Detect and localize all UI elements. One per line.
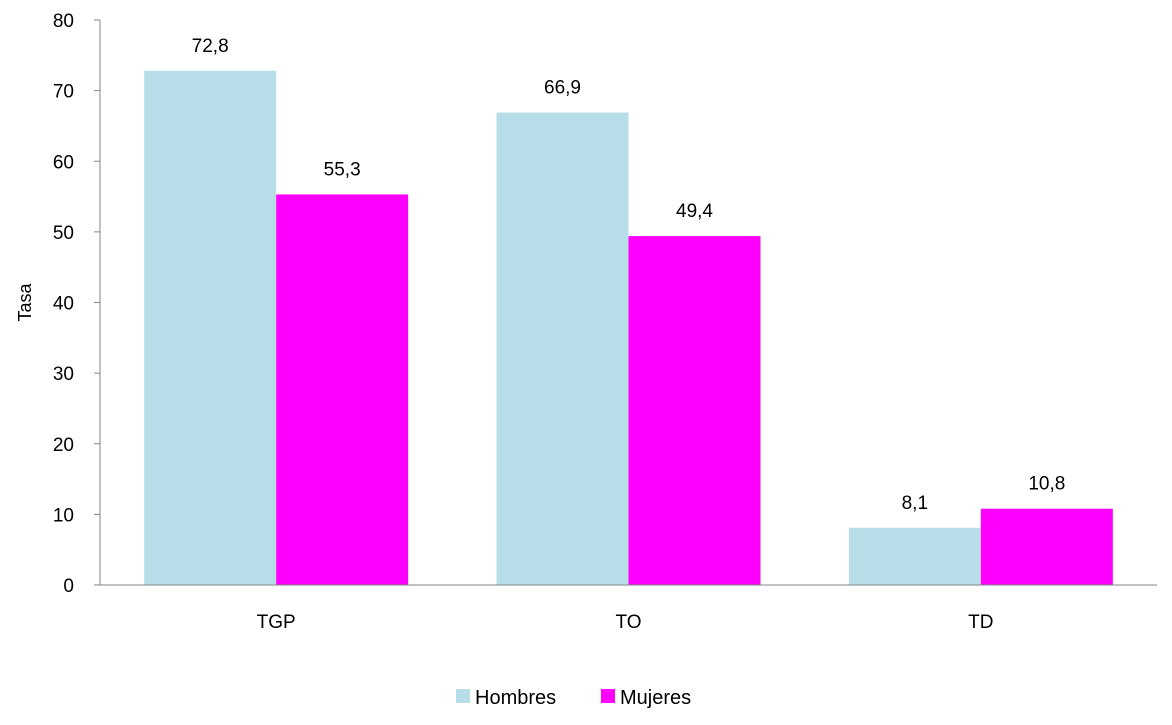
legend-swatch-mujeres — [601, 689, 615, 703]
bar-hombres-to — [496, 112, 629, 586]
bar-mujeres-td — [980, 508, 1113, 585]
category-labels: TGP TO TD — [257, 612, 994, 633]
y-tick-label: 70 — [53, 82, 74, 103]
data-labels: 72,8 55,3 66,9 49,4 8,1 10,8 — [192, 36, 1066, 514]
data-label: 55,3 — [324, 159, 361, 180]
data-label: 10,8 — [1028, 474, 1065, 495]
bar-hombres-td — [848, 527, 981, 585]
y-tick-label: 10 — [53, 505, 74, 526]
data-label: 66,9 — [544, 78, 581, 99]
y-tick-label: 40 — [53, 294, 74, 315]
y-tick-label: 60 — [53, 152, 74, 173]
legend-swatch-hombres — [456, 689, 470, 703]
bar-hombres-tgp — [144, 70, 277, 586]
y-tick-label: 0 — [63, 576, 74, 597]
x-category-label: TGP — [257, 612, 296, 633]
bar-mujeres-tgp — [276, 194, 409, 585]
legend-label-hombres: Hombres — [475, 687, 556, 709]
bars — [144, 70, 1113, 586]
bar-mujeres-to — [628, 236, 761, 586]
y-axis-ticks: 0 10 20 30 40 50 60 70 80 — [53, 11, 100, 597]
y-tick-label: 80 — [53, 11, 74, 32]
x-category-label: TD — [968, 612, 993, 633]
y-tick-label: 30 — [53, 364, 74, 385]
legend: Hombres Mujeres — [456, 687, 691, 709]
x-category-label: TO — [615, 612, 641, 633]
legend-label-mujeres: Mujeres — [620, 687, 691, 709]
y-tick-label: 50 — [53, 223, 74, 244]
y-tick-label: 20 — [53, 435, 74, 456]
data-label: 8,1 — [902, 493, 928, 514]
data-label: 72,8 — [192, 36, 229, 57]
data-label: 49,4 — [676, 201, 713, 222]
y-axis-title: Tasa — [15, 283, 35, 322]
